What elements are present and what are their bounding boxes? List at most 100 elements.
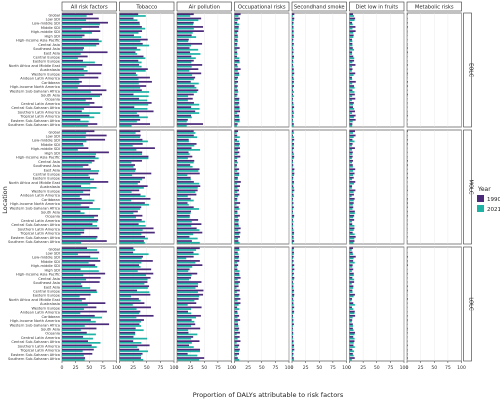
bar-1990 — [177, 93, 194, 96]
bar-2021 — [119, 40, 141, 43]
bar-2021 — [349, 333, 355, 336]
bar-1990 — [292, 231, 295, 234]
bar-1990 — [177, 255, 194, 258]
location-label: Tropical Latin America — [19, 115, 60, 119]
bar-2021 — [292, 282, 294, 285]
bar-2021 — [177, 161, 194, 164]
bar-1990 — [407, 344, 408, 347]
bar-2021 — [177, 108, 200, 110]
bar-1990 — [349, 106, 354, 108]
bar-1990 — [407, 176, 408, 179]
bar-1990 — [62, 34, 85, 37]
bar-1990 — [62, 134, 107, 137]
bar-1990 — [292, 340, 294, 342]
bar-2021 — [119, 116, 148, 119]
bar-2021 — [349, 82, 353, 85]
bar-1990 — [119, 76, 150, 79]
bar-1990 — [407, 327, 408, 330]
bar-2021 — [177, 61, 192, 64]
bar-1990 — [234, 289, 240, 292]
bar-2021 — [119, 253, 149, 256]
bar-2021 — [177, 358, 200, 361]
bar-1990 — [234, 64, 238, 66]
bar-2021 — [177, 295, 200, 298]
bar-1990 — [234, 72, 240, 75]
bar-2021 — [62, 249, 98, 251]
bar-1990 — [234, 176, 238, 179]
bar-2021 — [292, 274, 293, 277]
bar-2021 — [177, 342, 192, 344]
bar-2021 — [62, 237, 97, 240]
bar-2021 — [177, 291, 198, 294]
bar-2021 — [119, 27, 146, 30]
bar-1990 — [119, 134, 141, 137]
bar-2021 — [119, 208, 141, 210]
bar-1990 — [234, 89, 238, 92]
bar-2021 — [119, 220, 145, 223]
facet-column-label: Tobacco — [135, 5, 157, 11]
bar-1990 — [234, 118, 240, 121]
bar-1990 — [292, 21, 294, 24]
bar-2021 — [62, 350, 83, 353]
bar-2021 — [177, 325, 192, 327]
bar-1990 — [234, 80, 239, 83]
bar-1990 — [119, 247, 134, 250]
bar-2021 — [177, 165, 193, 168]
bar-1990 — [234, 331, 240, 334]
bar-2021 — [234, 19, 238, 22]
bar-2021 — [62, 333, 96, 336]
location-label: Low SDI — [46, 135, 60, 139]
bar-2021 — [177, 346, 194, 348]
bar-2021 — [407, 199, 408, 202]
bar-1990 — [292, 310, 295, 313]
location-label: Western Sub-Saharan Africa — [10, 206, 60, 210]
bar-1990 — [349, 21, 353, 24]
bar-2021 — [292, 144, 294, 147]
bar-2021 — [177, 320, 195, 323]
bar-1990 — [62, 130, 95, 133]
location-label: Australasia — [40, 302, 60, 306]
x-tick-label: 0 — [118, 365, 121, 371]
location-label: Eastern Sub-Saharan Africa — [11, 236, 60, 240]
bar-2021 — [349, 61, 353, 64]
bar-2021 — [119, 333, 136, 336]
bar-2021 — [407, 291, 408, 294]
bar-1990 — [177, 340, 200, 342]
location-label: East Asia — [44, 285, 60, 289]
bar-1990 — [407, 331, 408, 334]
bar-2021 — [234, 329, 239, 332]
bar-1990 — [62, 47, 84, 49]
bar-2021 — [177, 203, 189, 206]
location-label: South Asia — [41, 94, 60, 98]
bar-2021 — [407, 295, 408, 298]
bar-2021 — [407, 136, 408, 139]
bar-1990 — [292, 319, 294, 321]
bar-2021 — [349, 178, 352, 181]
bar-2021 — [234, 308, 240, 310]
bar-2021 — [234, 241, 240, 244]
bar-2021 — [292, 220, 294, 223]
bar-1990 — [292, 106, 295, 108]
bar-1990 — [292, 151, 294, 154]
bar-1990 — [177, 260, 200, 262]
bar-2021 — [62, 191, 84, 193]
bar-2021 — [177, 225, 192, 227]
bar-2021 — [292, 53, 293, 55]
bar-1990 — [349, 348, 353, 351]
bar-1990 — [349, 193, 354, 196]
bar-2021 — [177, 216, 190, 219]
bar-2021 — [62, 312, 81, 315]
bar-1990 — [349, 327, 353, 330]
bar-2021 — [177, 237, 198, 240]
bar-1990 — [407, 357, 408, 359]
bar-1990 — [292, 80, 294, 83]
bar-1990 — [349, 164, 353, 166]
bar-1990 — [349, 26, 356, 28]
bar-1990 — [119, 302, 145, 304]
bar-1990 — [62, 314, 95, 317]
bar-1990 — [234, 251, 238, 254]
location-label: Southern Latin America — [18, 227, 60, 231]
bar-2021 — [62, 23, 100, 26]
bar-2021 — [119, 132, 136, 134]
bar-1990 — [349, 235, 356, 238]
